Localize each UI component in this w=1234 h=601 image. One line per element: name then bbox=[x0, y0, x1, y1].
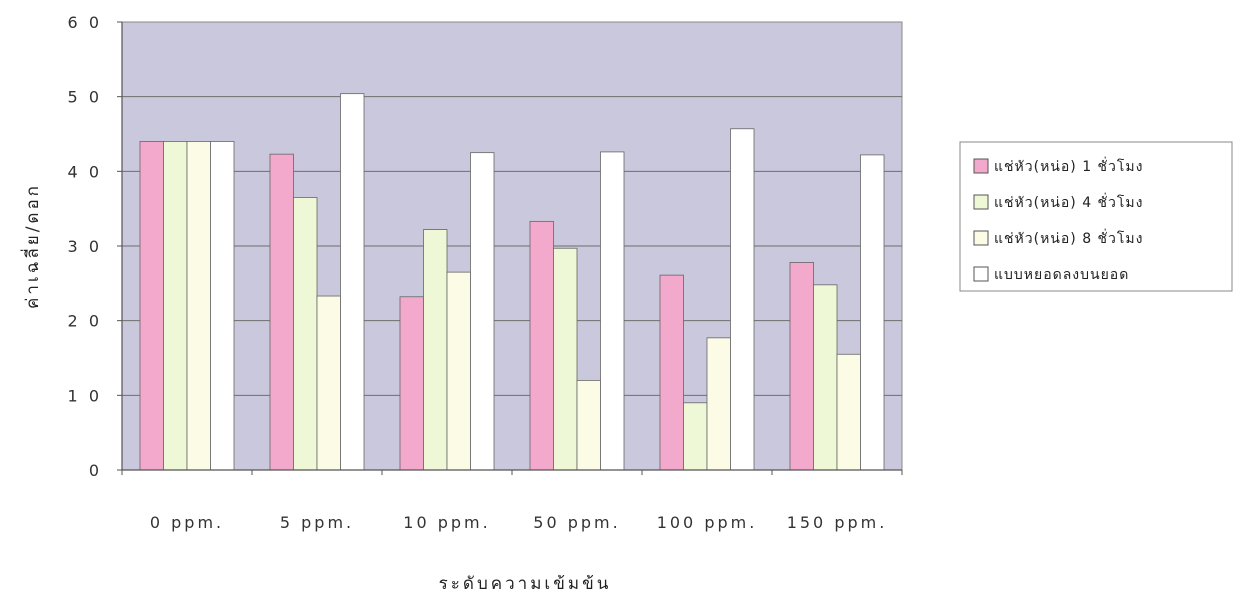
legend-label: แช่หัว(หน่อ) 1 ชั่วโมง bbox=[994, 157, 1144, 175]
bar bbox=[269, 153, 294, 471]
x-tick-label: 150 ppm. bbox=[787, 513, 888, 532]
bar bbox=[470, 152, 495, 471]
bar bbox=[529, 220, 554, 471]
bar bbox=[340, 93, 365, 471]
x-tick-label: 10 ppm. bbox=[403, 513, 490, 532]
bar bbox=[186, 141, 211, 471]
legend-label: แบบหยอดลงบนยอด bbox=[994, 267, 1129, 283]
x-tick-label: 100 ppm. bbox=[657, 513, 758, 532]
y-tick-labels: 0 1 0 2 0 3 0 4 0 5 0 6 0 bbox=[68, 13, 122, 480]
gridlines bbox=[122, 96, 902, 396]
bar bbox=[789, 262, 814, 471]
legend-box bbox=[959, 141, 1233, 292]
x-axis-title: ระดับความเข้มข้น bbox=[439, 574, 612, 594]
bar bbox=[576, 379, 601, 471]
y-tick-label: 5 0 bbox=[68, 88, 102, 107]
x-tick-label: 50 ppm. bbox=[533, 513, 620, 532]
legend-swatch bbox=[973, 266, 989, 282]
legend-label: แช่หัว(หน่อ) 8 ชั่วโมง bbox=[994, 229, 1144, 247]
bar bbox=[836, 353, 861, 471]
bar bbox=[139, 141, 164, 471]
bar bbox=[316, 295, 341, 471]
bar bbox=[730, 128, 755, 471]
bar bbox=[813, 284, 838, 471]
x-tick-label: 0 ppm. bbox=[150, 513, 224, 532]
y-tick-label: 1 0 bbox=[68, 386, 102, 405]
y-tick-label: 6 0 bbox=[68, 13, 102, 32]
bar bbox=[706, 337, 731, 471]
bar bbox=[423, 229, 448, 471]
y-tick-label: 2 0 bbox=[68, 312, 102, 331]
bar bbox=[210, 141, 235, 471]
legend-swatch bbox=[973, 194, 989, 210]
legend-label: แช่หัว(หน่อ) 4 ชั่วโมง bbox=[994, 193, 1144, 211]
y-tick-label: 3 0 bbox=[68, 237, 102, 256]
bar bbox=[600, 151, 625, 471]
y-tick-label: 0 bbox=[89, 461, 102, 480]
x-tick-labels: 0 ppm. 5 ppm. 10 ppm. 50 ppm. 100 ppm. 150 pp… bbox=[121, 470, 903, 532]
bar bbox=[659, 274, 684, 471]
legend-swatch bbox=[973, 230, 989, 246]
bar bbox=[446, 271, 471, 471]
y-tick-label: 4 0 bbox=[68, 162, 102, 181]
bars bbox=[139, 93, 885, 471]
bar bbox=[399, 296, 424, 471]
bar bbox=[683, 402, 708, 471]
legend-swatch bbox=[973, 158, 989, 174]
bar bbox=[163, 141, 188, 471]
y-axis-title: ค่าเฉลี่ย/ดอก bbox=[20, 183, 43, 309]
bar bbox=[293, 197, 318, 471]
bar bbox=[553, 247, 578, 471]
x-tick-label: 5 ppm. bbox=[280, 513, 354, 532]
bar bbox=[860, 154, 885, 471]
